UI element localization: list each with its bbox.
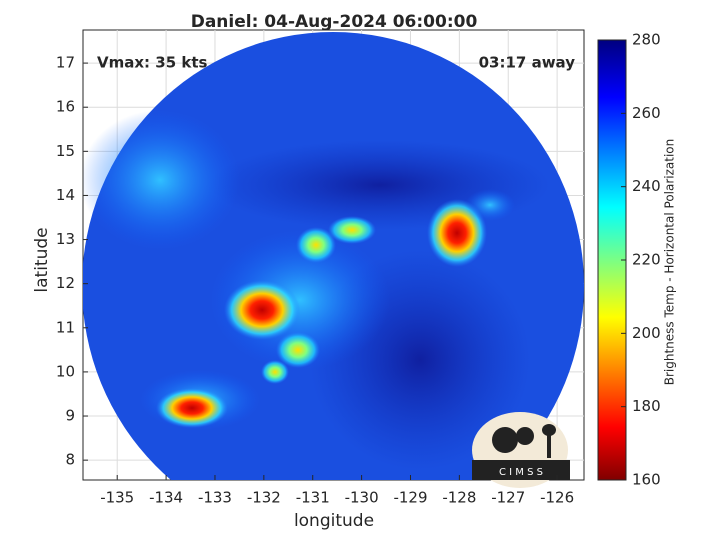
logo-text: C I M S S <box>499 467 543 478</box>
y-tick-label: 14 <box>56 186 75 204</box>
x-tick-label: -126 <box>540 489 574 507</box>
colorbar-tick-label: 200 <box>632 324 661 342</box>
logo: C I M S S <box>472 412 570 488</box>
chart-title: Daniel: 04-Aug-2024 06:00:00 <box>191 12 478 32</box>
x-tick-label: -131 <box>296 489 330 507</box>
y-axis-label: latitude <box>32 227 52 292</box>
y-tick-label: 8 <box>65 451 75 469</box>
x-tick-label: -128 <box>442 489 476 507</box>
x-tick-label: -127 <box>491 489 525 507</box>
x-tick-label: -135 <box>100 489 134 507</box>
colorbar-tick-label: 280 <box>632 31 661 49</box>
x-axis-label: longitude <box>294 511 374 531</box>
x-tick-label: -133 <box>198 489 232 507</box>
y-tick-label: 16 <box>56 98 75 116</box>
y-tick-label: 9 <box>65 407 75 425</box>
y-tick-label: 17 <box>56 54 75 72</box>
y-tick-label: 15 <box>56 142 75 160</box>
y-tick-label: 11 <box>56 318 75 336</box>
colorbar-tick-label: 240 <box>632 177 661 195</box>
annotation: Vmax: 35 kts <box>97 54 207 72</box>
y-tick-label: 10 <box>56 362 75 380</box>
x-tick-label: -129 <box>393 489 427 507</box>
x-tick-label: -134 <box>149 489 183 507</box>
colorbar-label: Brightness Temp - Horizontal Polarizatio… <box>663 139 677 386</box>
x-tick-label: -130 <box>345 489 379 507</box>
colorbar-tick-label: 180 <box>632 397 661 415</box>
annotation: 03:17 away <box>479 54 576 72</box>
y-tick-label: 12 <box>56 274 75 292</box>
colorbar-tick-label: 220 <box>632 251 661 269</box>
y-tick-label: 13 <box>56 230 75 248</box>
colorbar-tick-label: 160 <box>632 471 661 489</box>
colorbar-tick-label: 260 <box>632 104 661 122</box>
brightness-image <box>83 32 584 480</box>
x-tick-label: -132 <box>247 489 281 507</box>
